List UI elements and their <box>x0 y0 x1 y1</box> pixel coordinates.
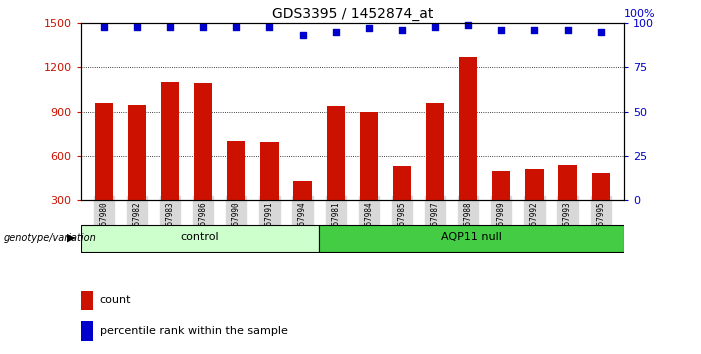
Bar <box>95 103 113 200</box>
Point <box>529 27 540 33</box>
Bar <box>294 181 312 200</box>
Point <box>496 27 507 33</box>
Text: AQP11 null: AQP11 null <box>441 233 502 242</box>
Bar <box>525 169 543 200</box>
Point <box>297 33 308 38</box>
Point <box>165 24 176 29</box>
Bar <box>327 105 345 200</box>
Bar <box>260 142 278 200</box>
Bar <box>360 112 378 200</box>
Bar <box>592 173 610 200</box>
Bar <box>81 291 93 310</box>
Bar <box>227 141 245 200</box>
Bar <box>393 166 411 200</box>
Bar <box>492 171 510 200</box>
Point <box>98 24 109 29</box>
Title: GDS3395 / 1452874_at: GDS3395 / 1452874_at <box>271 7 433 21</box>
Point <box>396 27 407 33</box>
Point <box>363 25 374 31</box>
Text: percentile rank within the sample: percentile rank within the sample <box>100 326 287 336</box>
Point <box>198 24 209 29</box>
Point <box>231 24 242 29</box>
Point <box>463 22 474 28</box>
Bar <box>559 165 577 200</box>
Point <box>330 29 341 35</box>
Point <box>131 24 142 29</box>
Bar <box>128 105 146 200</box>
Bar <box>426 103 444 200</box>
Bar <box>81 321 93 341</box>
Text: genotype/variation: genotype/variation <box>4 233 96 243</box>
Point <box>595 29 606 35</box>
Bar <box>161 82 179 200</box>
Text: 100%: 100% <box>624 10 655 19</box>
Point <box>430 24 441 29</box>
Text: ▶: ▶ <box>67 233 76 243</box>
Point <box>562 27 573 33</box>
Text: control: control <box>181 233 219 242</box>
Bar <box>194 84 212 200</box>
Point <box>264 24 275 29</box>
Bar <box>459 57 477 200</box>
Bar <box>319 224 624 252</box>
Text: count: count <box>100 295 131 306</box>
Bar <box>81 224 319 252</box>
